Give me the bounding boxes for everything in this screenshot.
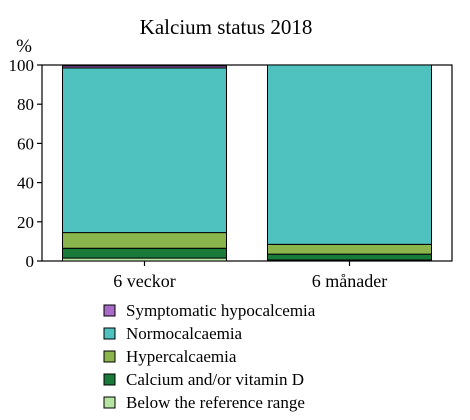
- bar-segment: [62, 232, 227, 249]
- bar-segment: [267, 64, 432, 245]
- bar-segment: [62, 65, 227, 69]
- y-tick-label: 20: [17, 213, 34, 232]
- legend-swatch: [103, 350, 116, 363]
- legend: Symptomatic hypocalcemia Normocalcaemia Hy…: [103, 301, 316, 412]
- y-tick-label: 80: [17, 95, 34, 114]
- plot-area: 0 20 40 60 80 100 6 veckor 6 månader: [9, 56, 453, 291]
- y-tick-label: 60: [17, 134, 34, 153]
- chart-title: Kalcium status 2018: [140, 15, 313, 39]
- legend-swatch: [103, 327, 116, 340]
- legend-label: Hypercalcaemia: [126, 347, 237, 366]
- bar-segment: [267, 253, 432, 261]
- y-tick-label: 100: [9, 56, 35, 75]
- x-tick-label: 6 veckor: [113, 271, 175, 291]
- y-axis-label: %: [16, 36, 32, 57]
- legend-label: Calcium and/or vitamin D: [126, 370, 304, 389]
- bar-segment: [267, 243, 432, 255]
- plot-frame: [41, 64, 453, 262]
- x-tick-label: 6 månader: [312, 271, 387, 291]
- legend-swatch: [103, 396, 116, 409]
- legend-swatch: [103, 304, 116, 317]
- legend-label: Normocalcaemia: [126, 324, 243, 343]
- legend-swatch: [103, 373, 116, 386]
- legend-label: Below the reference range: [126, 393, 305, 412]
- bar-segment: [62, 67, 227, 234]
- y-tick-label: 0: [26, 252, 35, 271]
- y-tick-label: 40: [17, 174, 34, 193]
- bar-segment: [62, 247, 227, 259]
- legend-label: Symptomatic hypocalcemia: [126, 301, 316, 320]
